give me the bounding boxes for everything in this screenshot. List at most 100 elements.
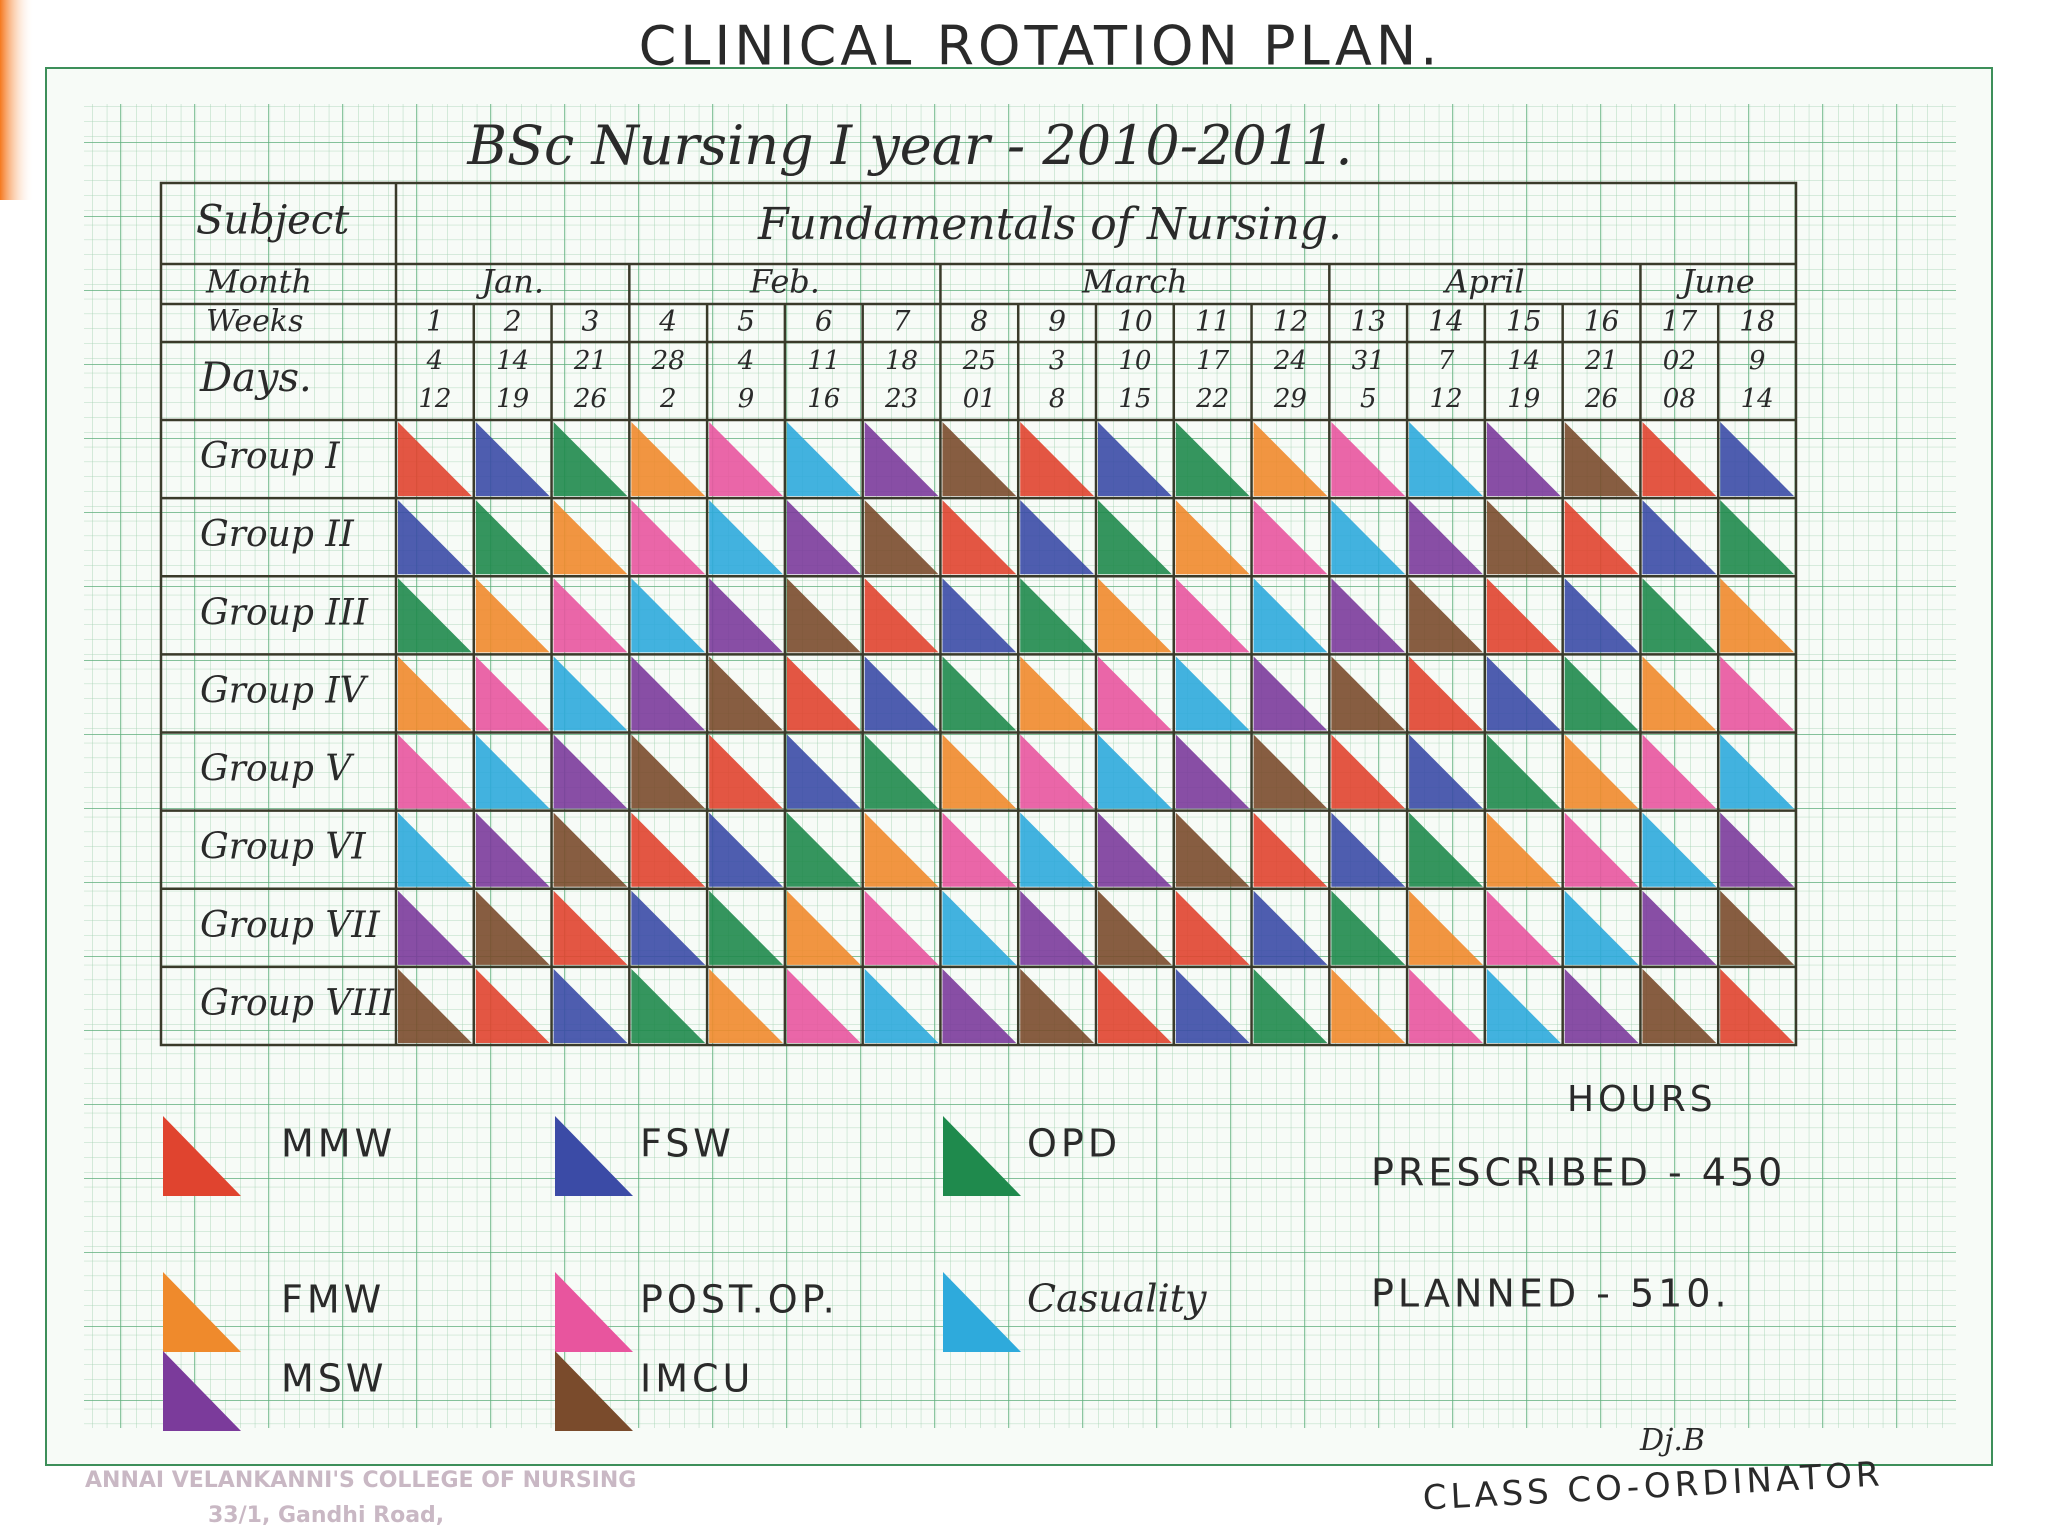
rotation-cell [709,500,783,575]
day-from: 4 [426,346,444,376]
week-number: 16 [1584,305,1620,338]
day-from: 10 [1118,346,1151,376]
rotation-cell [1098,734,1172,809]
rotation-cell [1564,968,1639,1043]
week-number: 1 [426,305,444,338]
rotation-cell [942,578,1017,653]
rotation-cell [864,578,939,653]
day-to: 19 [496,384,529,414]
rotation-cell [553,656,628,731]
rotation-cell [475,578,550,653]
rotation-cell [1409,968,1483,1043]
legend-label: POST.OP. [640,1278,839,1322]
week-number: 7 [893,305,911,338]
day-from: 28 [651,346,685,376]
rotation-cell [786,890,861,965]
rotation-cell [1331,812,1406,887]
rotation-cell [709,812,783,887]
footer-college: ANNAI VELANKANNI'S COLLEGE OF NURSING [85,1468,636,1493]
group-label: Group VII [200,905,381,946]
legend-swatch [943,1116,1021,1196]
rotation-cell [1409,656,1483,731]
day-to: 8 [1049,384,1066,414]
rotation-cell [709,656,783,731]
day-to: 29 [1273,384,1307,414]
rotation-cell [1253,890,1328,965]
rotation-cell [1486,578,1561,653]
week-number: 4 [658,305,677,338]
day-to: 16 [807,384,840,414]
rotation-cell [1020,422,1094,497]
rotation-cell [553,968,628,1043]
week-number: 9 [1048,305,1066,338]
week-number: 5 [737,305,755,338]
rotation-cell [942,812,1017,887]
rotation-cell [631,656,706,731]
signature-initials: Dj.B [1639,1423,1705,1458]
group-label: Group V [200,749,355,790]
day-to: 14 [1741,384,1774,414]
group-label: Group VIII [200,983,395,1024]
title: CLINICAL ROTATION PLAN. [639,15,1442,78]
month: Jan. [475,263,544,301]
day-from: 17 [1196,346,1230,376]
rotation-cell [1564,734,1639,809]
footer-address: 33/1, Gandhi Road, [208,1503,444,1528]
rotation-cell [475,422,550,497]
rotation-cell [1486,968,1561,1043]
rotation-cell [1720,578,1794,653]
rotation-cell [1253,812,1328,887]
week-number: 13 [1350,305,1386,338]
hours-row: PLANNED - 510. [1371,1272,1731,1316]
subject: Fundamentals of Nursing. [757,199,1342,250]
rotation-cell [1020,500,1094,575]
rotation-cell [1098,500,1172,575]
rotation-cell [631,968,706,1043]
rotation-cell [631,890,706,965]
rotation-cell [1486,812,1561,887]
rotation-cell [1642,656,1717,731]
rotation-cell [398,656,472,731]
rotation-cell [786,656,861,731]
rotation-cell [475,812,550,887]
rotation-cell [786,812,861,887]
day-to: 19 [1507,384,1540,414]
rotation-cell [1175,968,1250,1043]
rotation-cell [1642,578,1717,653]
rotation-cell [1331,656,1406,731]
rotation-cell [631,500,706,575]
rotation-cell [1020,734,1094,809]
rotation-cell [475,890,550,965]
rotation-cell [553,422,628,497]
rotation-cell [1175,890,1250,965]
rotation-cell [1020,656,1094,731]
day-to: 01 [963,384,996,414]
rotation-cell [475,734,550,809]
rotation-cell [398,578,472,653]
rotation-cell [709,890,783,965]
rotation-cell [786,578,861,653]
legend-swatch [163,1351,241,1431]
rotation-cell [864,422,939,497]
week-number: 17 [1662,305,1698,338]
rotation-cell [709,734,783,809]
rotation-cell [553,578,628,653]
day-to: 15 [1118,384,1151,414]
rotation-cell [1486,422,1561,497]
day-to: 26 [1584,384,1618,414]
rotation-cell [398,968,472,1043]
rotation-cell [553,812,628,887]
rotation-cell [631,812,706,887]
rotation-cell [942,890,1017,965]
day-to: 26 [573,384,607,414]
rotation-cell [1486,734,1561,809]
group-label: Group II [200,514,355,555]
month: June [1676,263,1755,301]
rotation-cell [1020,968,1094,1043]
table-frame [159,181,1798,1047]
day-from: 02 [1663,346,1696,376]
week-number: 15 [1506,305,1542,338]
edge-decoration [0,0,34,200]
rotation-cell [1720,500,1794,575]
